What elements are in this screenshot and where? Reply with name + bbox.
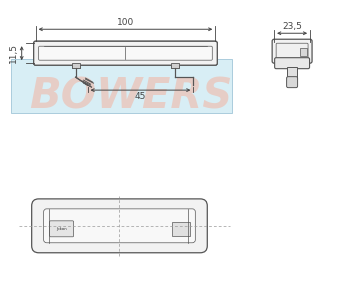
FancyBboxPatch shape — [34, 41, 217, 65]
FancyBboxPatch shape — [39, 46, 212, 60]
Bar — [171, 63, 179, 68]
Bar — [72, 63, 79, 68]
FancyBboxPatch shape — [287, 77, 297, 88]
Text: BOWERS: BOWERS — [29, 75, 232, 117]
FancyBboxPatch shape — [32, 199, 207, 253]
Bar — [171, 63, 179, 68]
FancyBboxPatch shape — [275, 58, 310, 69]
Text: Jokon: Jokon — [56, 227, 67, 231]
Text: 11,5: 11,5 — [9, 43, 18, 63]
Bar — [11, 59, 232, 113]
FancyBboxPatch shape — [50, 221, 74, 237]
Text: 45: 45 — [135, 92, 146, 101]
Bar — [172, 222, 190, 236]
Bar — [287, 67, 297, 79]
FancyBboxPatch shape — [34, 41, 217, 65]
FancyBboxPatch shape — [44, 209, 195, 243]
Bar — [300, 48, 307, 56]
FancyBboxPatch shape — [272, 39, 312, 63]
FancyBboxPatch shape — [276, 43, 308, 59]
Bar — [72, 63, 79, 68]
FancyBboxPatch shape — [39, 46, 212, 60]
Text: 23,5: 23,5 — [282, 22, 302, 31]
Text: 100: 100 — [117, 18, 134, 27]
